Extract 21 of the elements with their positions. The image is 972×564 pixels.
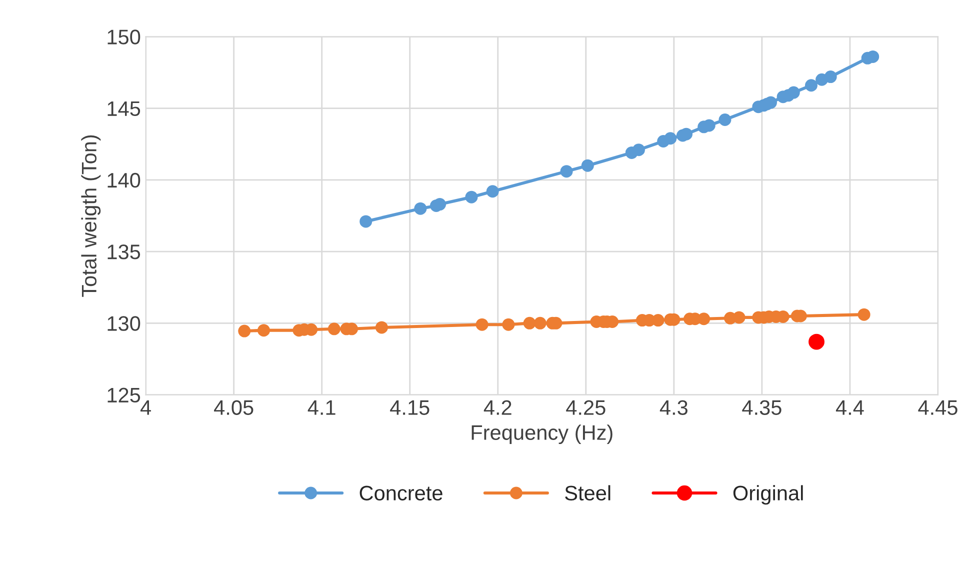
x-tick-label: 4 — [140, 400, 151, 415]
y-axis-title: Total weigth (Ton) — [81, 135, 101, 297]
legend-label: Original — [733, 485, 803, 505]
x-tick-label: 4.3 — [660, 400, 688, 415]
x-tick-label: 4.15 — [390, 400, 430, 415]
x-tick-label: 4.4 — [836, 400, 864, 415]
legend-label: Concrete — [360, 486, 442, 500]
y-tick-label: 135 — [108, 244, 140, 260]
x-tick-label: 4.2 — [484, 400, 512, 415]
legend-label: Steel — [565, 485, 610, 500]
y-tick-label: 130 — [108, 316, 140, 331]
x-axis-title: Frequency (Hz) — [472, 424, 612, 444]
y-tick-label: 150 — [108, 30, 140, 44]
x-tick-label: 4.1 — [308, 400, 336, 415]
x-tick-label: 4.45 — [918, 400, 958, 415]
y-tick-label: 140 — [108, 172, 140, 188]
x-tick-label: 4.35 — [742, 400, 782, 415]
x-tick-label: 4.05 — [214, 400, 254, 415]
x-tick-label: 4.25 — [566, 400, 606, 415]
y-tick-label: 145 — [108, 102, 140, 116]
y-tick-label: 125 — [108, 388, 140, 403]
